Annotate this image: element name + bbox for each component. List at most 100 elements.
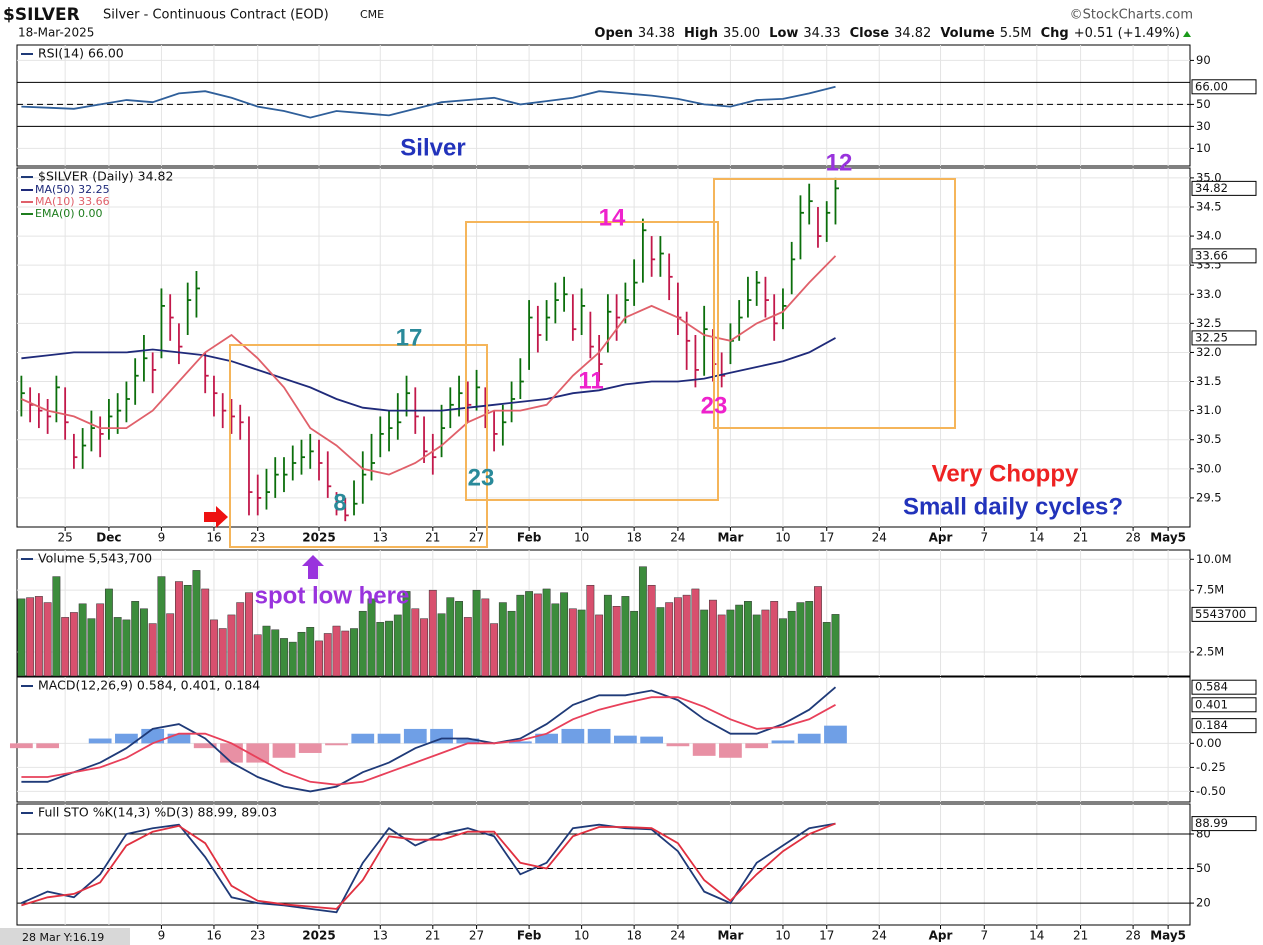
x-tick-label: 16 [206, 929, 221, 943]
value-box-label: 34.82 [1195, 181, 1228, 195]
y-tick-label: 50 [1196, 861, 1211, 875]
y-tick-label: 30.0 [1196, 461, 1222, 475]
x-tick-label: 13 [373, 929, 388, 943]
annotation: Small daily cycles? [903, 493, 1123, 520]
volume-bar [157, 576, 166, 677]
x-tick-label: Dec [96, 531, 121, 545]
x-tick-label: Feb [517, 929, 542, 943]
histogram-bar [456, 738, 480, 744]
histogram-bar [351, 733, 375, 744]
value-box-label: 66.00 [1195, 79, 1228, 93]
x-tick-label: Mar [717, 531, 743, 545]
x-tick-label: 7 [980, 929, 988, 943]
volume-bar [691, 588, 700, 677]
volume-bar [69, 612, 78, 677]
y-tick-label: 90 [1196, 53, 1211, 67]
value-box [1191, 606, 1257, 622]
volume-bar [779, 618, 787, 677]
panel-title: $SILVER (Daily) 34.82 [38, 169, 173, 184]
arrow [302, 555, 324, 579]
panel [16, 44, 1191, 167]
volume-bar [673, 597, 682, 677]
x-tick-label: 23 [250, 531, 265, 545]
stat-value: +0.51 (+1.49%) [1074, 26, 1180, 41]
y-tick-label: 34.0 [1196, 229, 1222, 243]
histogram-bar [508, 741, 532, 744]
volume-bar [708, 599, 717, 677]
x-tick-label: 21 [425, 929, 440, 943]
panel-title: RSI(14) 66.00 [38, 46, 124, 61]
instrument-name: Silver - Continuous Contract (EOD) [103, 8, 329, 23]
volume-bar [437, 613, 446, 677]
volume-bar [621, 596, 630, 677]
volume-bar [385, 620, 393, 677]
stat-value: 34.38 [638, 26, 675, 41]
histogram-bar [377, 733, 401, 744]
histogram-bar [36, 743, 60, 749]
histogram-bar [220, 743, 243, 763]
volume-bar [227, 614, 236, 677]
date: 18-Mar-2025 [18, 26, 94, 40]
histogram-bar [88, 738, 112, 744]
value-box [1191, 248, 1257, 264]
volume-bar [402, 591, 411, 677]
histogram-bar [719, 743, 742, 758]
volume-bar [516, 594, 525, 677]
y-tick-label: 29.5 [1196, 490, 1222, 504]
y-tick-label: 50 [1196, 97, 1211, 111]
volume-bar [665, 602, 674, 677]
value-box-label: 0.184 [1195, 718, 1228, 732]
volume-bar [700, 609, 709, 677]
annotation: 8 [333, 489, 346, 516]
volume-bar [586, 584, 595, 677]
histogram-bar [167, 733, 191, 744]
y-tick-label: 32.5 [1196, 316, 1222, 330]
volume-bar [533, 593, 542, 677]
stat-label: Close [850, 26, 890, 41]
volume-bar [630, 610, 639, 677]
y-tick-label: 31.5 [1196, 374, 1222, 388]
y-tick-label: 7.5M [1196, 583, 1224, 597]
volume-bar [350, 628, 358, 677]
volume-bar [315, 640, 323, 677]
x-tick-label: 14 [1029, 531, 1044, 545]
annotation: spot low here [255, 582, 410, 609]
volume-bar [218, 628, 227, 677]
x-tick-label: 17 [819, 929, 834, 943]
histogram-bar [246, 743, 270, 763]
y-tick-label: 31.0 [1196, 403, 1222, 417]
volume-bar [428, 589, 437, 677]
histogram-bar [745, 743, 769, 749]
histogram-bar [561, 728, 585, 744]
stat-value: 34.82 [894, 26, 931, 41]
y-tick-label: -0.25 [1196, 760, 1226, 774]
stat-value: 34.33 [803, 26, 840, 41]
y-tick-label: 34.5 [1196, 199, 1222, 213]
value-box-label: 88.99 [1195, 816, 1228, 830]
legend-label: MA(50) 32.25 [35, 183, 110, 196]
volume-bar [577, 609, 586, 677]
volume-bar [87, 618, 96, 677]
y-tick-label: 10.0M [1196, 552, 1232, 566]
value-box-label: 0.401 [1195, 697, 1228, 711]
volume-bar [271, 629, 280, 677]
value-box-label: 32.25 [1195, 330, 1228, 344]
indicator-line [21, 337, 836, 412]
volume-bar [131, 601, 140, 677]
x-tick-label: 10 [574, 531, 589, 545]
volume-bar [376, 622, 385, 677]
volume-bar [761, 609, 770, 677]
histogram-bar [587, 728, 611, 744]
cycle-boxes [229, 178, 956, 548]
annotation: 23 [701, 392, 728, 419]
value-box-label: 5543700 [1195, 607, 1246, 621]
indicator-line [21, 255, 837, 476]
histogram-bar [824, 725, 847, 744]
y-tick-label: 20 [1196, 896, 1211, 910]
volume-bar [542, 588, 551, 677]
x-tick-label: 2025 [302, 929, 335, 943]
value-box [1191, 816, 1257, 832]
volume-bar [446, 597, 455, 677]
volume-bar [472, 589, 481, 677]
value-box [1191, 180, 1257, 196]
